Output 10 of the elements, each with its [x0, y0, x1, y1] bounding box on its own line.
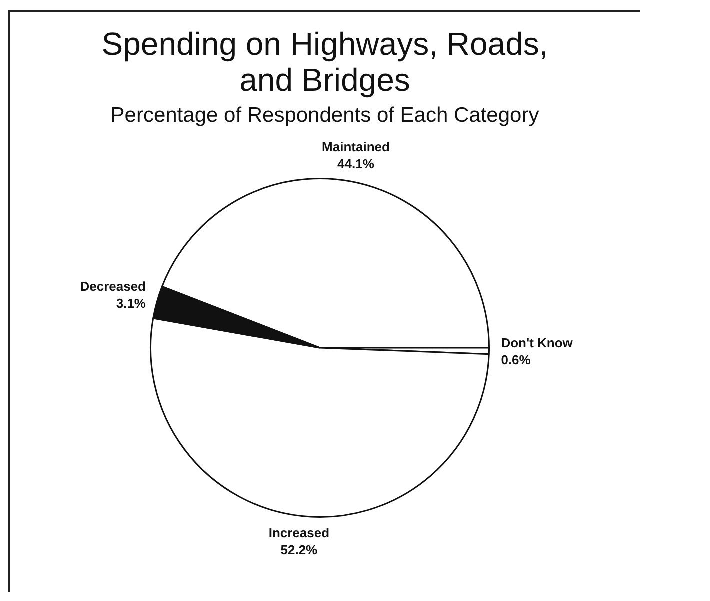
data-label: 52.2% [280, 542, 318, 558]
chart-subtitle: Percentage of Respondents of Each Category [110, 104, 540, 128]
data-label: 44.1% [338, 156, 375, 172]
data-label: 0.6% [501, 352, 532, 368]
chart-title: Spending on Highways, Roads, and Bridges [100, 26, 550, 98]
data-label: 3.1% [116, 296, 146, 311]
slice-label: Decreased [80, 278, 146, 294]
slice-label: Maintained [322, 140, 390, 155]
slice-label: Increased [268, 526, 330, 541]
slice-label: Don't Know [501, 335, 574, 350]
